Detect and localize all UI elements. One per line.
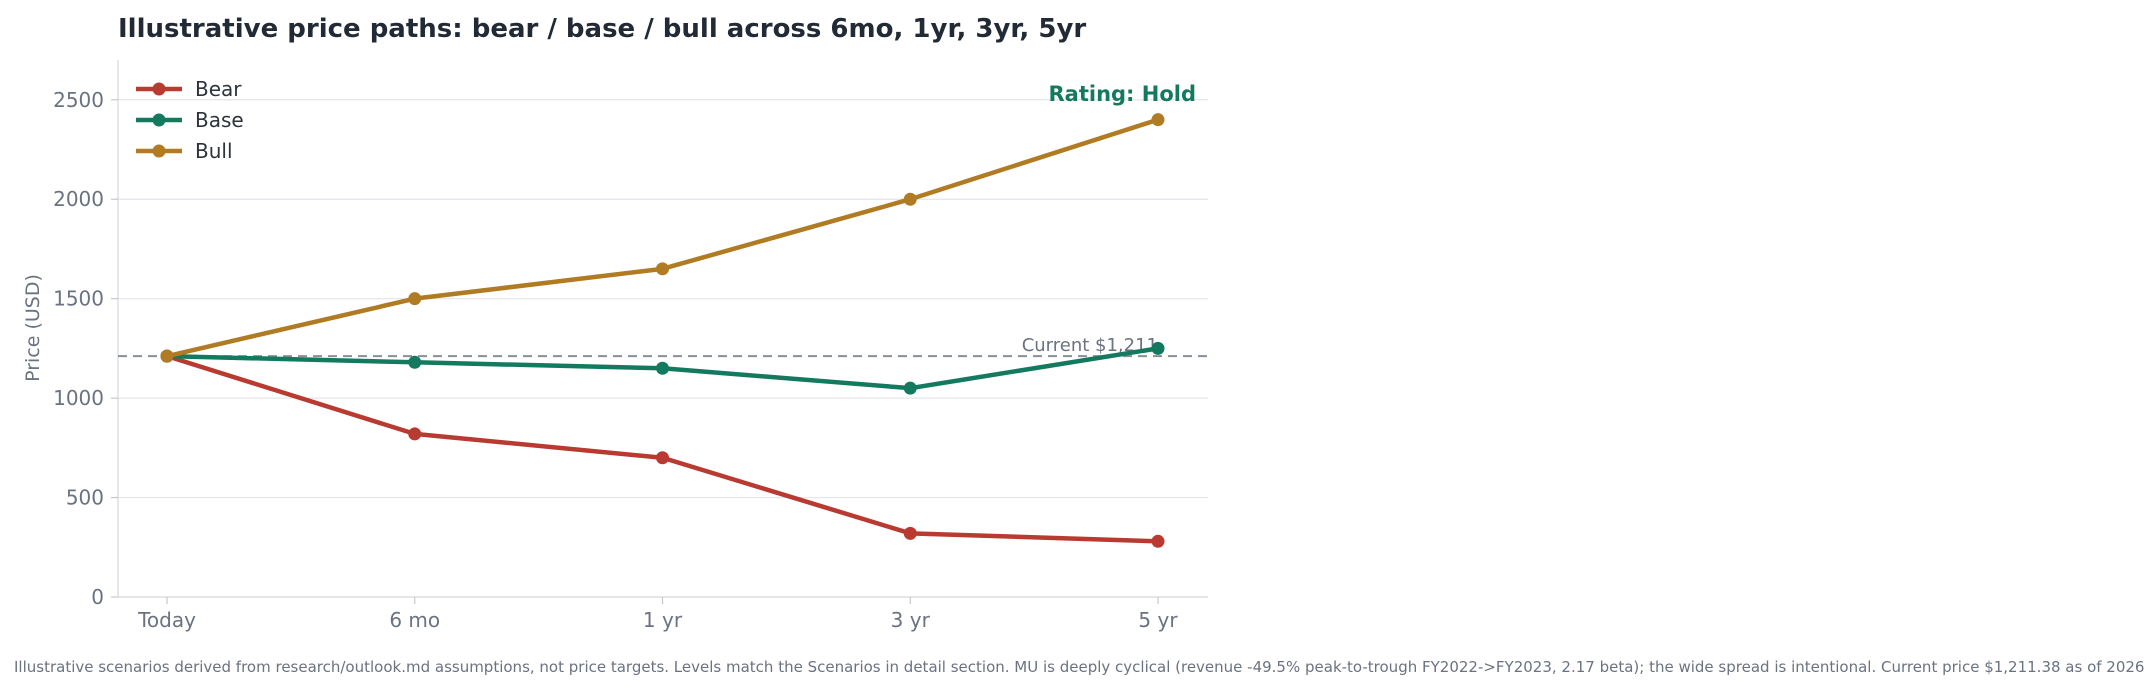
series-bear — [160, 349, 1165, 548]
data-point-base — [1151, 341, 1165, 355]
y-axis-label: Price (USD) — [22, 274, 44, 382]
legend-item-bear: Bear — [136, 77, 242, 101]
y-tick-label: 2000 — [53, 187, 104, 211]
data-point-bull — [903, 192, 917, 206]
x-tick-label: Today — [137, 608, 196, 632]
x-tick-label: 6 mo — [389, 608, 440, 632]
x-axis-ticks: Today 6 mo 1 yr 3 yr 5 yr — [137, 597, 1178, 632]
y-tick-label: 0 — [91, 585, 104, 609]
series-bull — [160, 113, 1165, 363]
data-point-bear — [408, 427, 422, 441]
legend-swatch-marker — [152, 144, 166, 158]
x-tick-label: 5 yr — [1138, 608, 1178, 632]
y-tick-label: 1000 — [53, 386, 104, 410]
data-point-base — [903, 381, 917, 395]
data-point-bull — [1151, 113, 1165, 127]
data-point-bear — [903, 526, 917, 540]
legend: Bear Base Bull — [136, 77, 244, 163]
x-tick-label: 3 yr — [891, 608, 931, 632]
legend-item-bull: Bull — [136, 139, 233, 163]
x-tick-label: 1 yr — [643, 608, 683, 632]
series-line-bull — [164, 117, 1161, 359]
gridlines — [118, 99, 1208, 499]
data-point-bull — [160, 349, 174, 363]
data-point-bear — [656, 451, 669, 465]
chart-title: Illustrative price paths: bear / base / … — [118, 14, 1086, 44]
legend-label: Bear — [195, 77, 242, 101]
data-point-bull — [408, 292, 422, 306]
y-tick-label: 1500 — [53, 287, 104, 311]
rating-annotation: Rating: Hold — [1048, 82, 1196, 106]
footnote: Illustrative scenarios derived from rese… — [14, 658, 2144, 676]
current-price-reference: Current $1,211 — [118, 335, 1208, 358]
data-point-bear — [1151, 534, 1165, 548]
legend-label: Bull — [195, 139, 233, 163]
series-base — [160, 341, 1165, 395]
legend-swatch-marker — [152, 113, 166, 127]
current-price-label: Current $1,211 — [1022, 335, 1158, 356]
legend-swatch-marker — [152, 82, 166, 96]
data-point-base — [408, 355, 422, 369]
legend-item-base: Base — [136, 108, 244, 132]
legend-label: Base — [195, 108, 244, 132]
series-line-bear — [164, 353, 1161, 544]
y-axis-ticks: 0 500 1000 1500 2000 2500 — [53, 88, 118, 609]
data-point-bull — [656, 262, 669, 276]
y-tick-label: 500 — [66, 486, 104, 510]
data-point-base — [656, 361, 669, 375]
series-lines — [160, 113, 1165, 548]
y-tick-label: 2500 — [53, 88, 104, 112]
